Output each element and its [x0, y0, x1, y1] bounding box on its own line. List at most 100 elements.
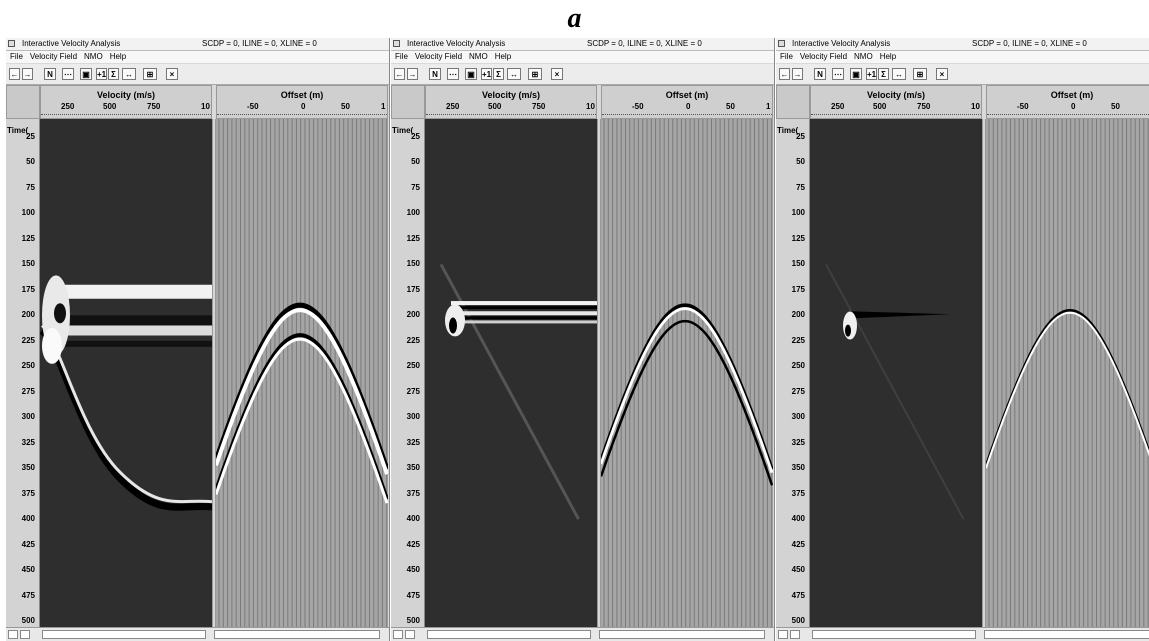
plus-one-button[interactable]: +1: [866, 68, 877, 80]
time-tick-label: 50: [26, 157, 35, 167]
menu-nmo[interactable]: NMO: [469, 52, 488, 61]
sum-icon[interactable]: Σ: [108, 68, 119, 80]
offset-scrollbar[interactable]: [984, 630, 1149, 639]
time-scroll-right[interactable]: [790, 630, 800, 639]
offset-tick-label: 0: [686, 102, 691, 111]
back-arrow-icon[interactable]: ←: [9, 68, 20, 80]
menu-help[interactable]: Help: [494, 52, 512, 61]
menu-file[interactable]: File: [780, 52, 793, 61]
semblance-panel[interactable]: [810, 119, 982, 628]
stretch-icon[interactable]: ↔: [122, 68, 136, 80]
plus-one-button[interactable]: +1: [481, 68, 492, 80]
time-tick-label: 325: [791, 437, 805, 447]
cmp-gather-panel[interactable]: [984, 119, 1149, 628]
nmo-button[interactable]: N: [814, 68, 826, 80]
time-tick-label: 100: [21, 208, 35, 218]
window-info: SCDP = 0, ILINE = 0, XLINE = 0: [972, 39, 1087, 48]
semblance-panel[interactable]: [39, 119, 213, 628]
semblance-plot: [39, 275, 213, 511]
panel-splitter[interactable]: [597, 119, 601, 628]
save-icon[interactable]: ▣: [465, 68, 477, 80]
forward-arrow-icon[interactable]: →: [792, 68, 803, 80]
time-scroll-right[interactable]: [20, 630, 30, 639]
menu-file[interactable]: File: [10, 52, 23, 61]
time-tick-label: 225: [21, 335, 35, 345]
menu-file[interactable]: File: [395, 52, 408, 61]
menu-help[interactable]: Help: [109, 52, 127, 61]
semblance-event-band: [451, 301, 597, 306]
back-arrow-icon[interactable]: ←: [394, 68, 405, 80]
menu-velocity-field[interactable]: Velocity Field: [799, 52, 848, 61]
velocity-axis-line: [811, 114, 981, 115]
forward-arrow-icon[interactable]: →: [407, 68, 418, 80]
velocity-tick-label: 500: [103, 102, 117, 111]
window-info: SCDP = 0, ILINE = 0, XLINE = 0: [587, 39, 702, 48]
more-icon[interactable]: ⋯: [447, 68, 459, 80]
menu-bar: File Velocity Field NMO Help: [776, 51, 1149, 63]
offset-axis-line: [987, 114, 1149, 115]
cmp-gather-plot: [599, 119, 774, 628]
offset-tick-label: -50: [632, 102, 644, 111]
time-scroll-right[interactable]: [405, 630, 415, 639]
time-tick-label: 150: [21, 259, 35, 269]
menu-bar: File Velocity Field NMO Help: [391, 51, 774, 63]
window-titlebar[interactable]: Interactive Velocity Analysis SCDP = 0, I…: [391, 38, 774, 51]
forward-arrow-icon[interactable]: →: [22, 68, 33, 80]
time-tick-label: 350: [21, 463, 35, 473]
velocity-scrollbar[interactable]: [812, 630, 976, 639]
semblance-panel[interactable]: [425, 119, 597, 628]
offset-scrollbar[interactable]: [214, 630, 380, 639]
time-tick-label: 375: [791, 488, 805, 498]
menu-nmo[interactable]: NMO: [84, 52, 103, 61]
grid-icon[interactable]: ⊞: [528, 68, 542, 80]
grid-icon[interactable]: ⊞: [913, 68, 927, 80]
offset-tick-label: 0: [301, 102, 306, 111]
close-icon[interactable]: ×: [551, 68, 563, 80]
time-tick-label: 400: [406, 514, 420, 524]
time-scroll-left[interactable]: [393, 630, 403, 639]
grid-icon[interactable]: ⊞: [143, 68, 157, 80]
menu-nmo[interactable]: NMO: [854, 52, 873, 61]
more-icon[interactable]: ⋯: [62, 68, 74, 80]
window-titlebar[interactable]: Interactive Velocity Analysis SCDP = 0, I…: [6, 38, 389, 51]
stretch-icon[interactable]: ↔: [507, 68, 521, 80]
save-icon[interactable]: ▣: [850, 68, 862, 80]
velocity-analysis-window-1: Interactive Velocity Analysis SCDP = 0, I…: [6, 38, 390, 641]
header-corner: [391, 85, 425, 119]
sum-icon[interactable]: Σ: [878, 68, 889, 80]
velocity-axis-line: [41, 114, 211, 115]
panel-splitter[interactable]: [982, 119, 986, 628]
velocity-analysis-window-3: Interactive Velocity Analysis SCDP = 0, I…: [776, 38, 1149, 641]
close-icon[interactable]: ×: [166, 68, 178, 80]
time-tick-label: 475: [21, 590, 35, 600]
panel-splitter[interactable]: [212, 119, 216, 628]
nmo-button[interactable]: N: [44, 68, 56, 80]
velocity-scrollbar[interactable]: [42, 630, 206, 639]
back-arrow-icon[interactable]: ←: [779, 68, 790, 80]
menu-velocity-field[interactable]: Velocity Field: [29, 52, 78, 61]
time-tick-label: 375: [406, 488, 420, 498]
time-axis-title: Time(: [777, 126, 799, 135]
time-tick-label: 475: [791, 590, 805, 600]
offset-scrollbar[interactable]: [599, 630, 765, 639]
time-tick-label: 175: [791, 284, 805, 294]
time-tick-label: 275: [791, 386, 805, 396]
close-icon[interactable]: ×: [936, 68, 948, 80]
save-icon[interactable]: ▣: [80, 68, 92, 80]
menu-velocity-field[interactable]: Velocity Field: [414, 52, 463, 61]
time-tick-label: 25: [796, 132, 805, 141]
stretch-icon[interactable]: ↔: [892, 68, 906, 80]
velocity-scrollbar[interactable]: [427, 630, 591, 639]
more-icon[interactable]: ⋯: [832, 68, 844, 80]
offset-axis-title: Offset (m): [1050, 90, 1094, 100]
cmp-gather-panel[interactable]: [599, 119, 774, 628]
plus-one-button[interactable]: +1: [96, 68, 107, 80]
velocity-tick-label: 10: [586, 102, 595, 111]
nmo-button[interactable]: N: [429, 68, 441, 80]
window-titlebar[interactable]: Interactive Velocity Analysis SCDP = 0, I…: [776, 38, 1149, 51]
sum-icon[interactable]: Σ: [493, 68, 504, 80]
menu-help[interactable]: Help: [879, 52, 897, 61]
time-scroll-left[interactable]: [778, 630, 788, 639]
cmp-gather-panel[interactable]: [213, 119, 389, 628]
time-scroll-left[interactable]: [8, 630, 18, 639]
